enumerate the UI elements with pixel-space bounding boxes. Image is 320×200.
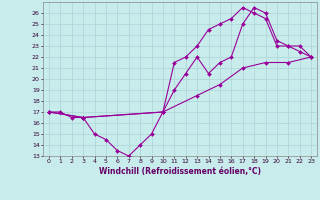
X-axis label: Windchill (Refroidissement éolien,°C): Windchill (Refroidissement éolien,°C) — [99, 167, 261, 176]
